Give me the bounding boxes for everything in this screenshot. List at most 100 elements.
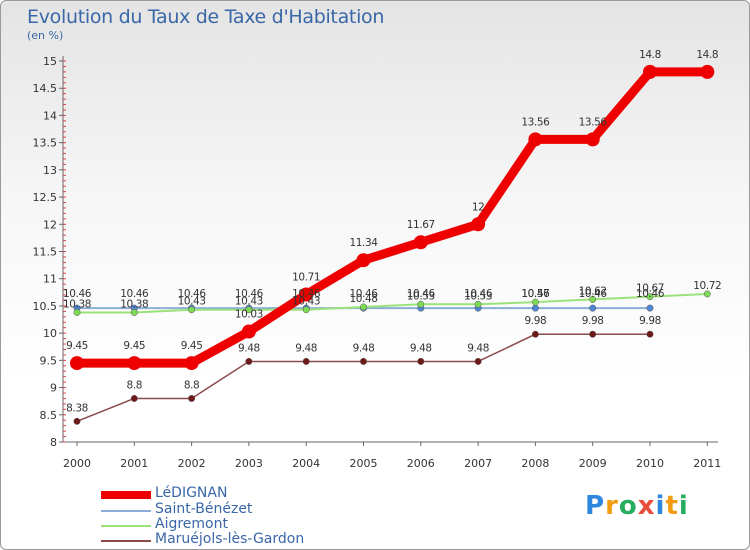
legend-label: LéDIGNAN	[155, 485, 228, 501]
data-point	[589, 304, 597, 312]
x-tick-label: 2000	[63, 457, 91, 470]
data-point	[413, 235, 428, 250]
data-label: 9.48	[410, 342, 432, 354]
data-point	[302, 306, 310, 314]
logo-letter: i	[655, 491, 666, 521]
data-point	[474, 357, 482, 365]
data-point	[417, 357, 425, 365]
data-label: 10.46	[579, 288, 608, 300]
logo-letter: o	[618, 491, 638, 521]
data-label: 10.48	[349, 293, 377, 305]
data-label: 10.53	[464, 290, 492, 302]
data-point	[245, 306, 253, 314]
data-label: 10.03	[235, 309, 263, 321]
logo-letter: x	[637, 491, 656, 521]
x-tick-label: 2008	[521, 457, 549, 470]
data-label: 9.98	[639, 315, 661, 327]
data-label: 10.46	[178, 288, 207, 300]
data-label: 10.46	[235, 288, 264, 300]
data-label: 13.56	[521, 116, 550, 128]
y-tick-label: 10.5	[33, 300, 58, 313]
data-point	[130, 395, 138, 402]
data-label: 10.46	[349, 288, 378, 300]
data-label: 10.43	[235, 296, 263, 308]
data-label: 14.8	[696, 49, 718, 61]
data-label: 10.71	[292, 271, 320, 283]
y-axis-unit: (en %)	[27, 29, 64, 42]
data-point	[589, 295, 597, 303]
data-label: 8.8	[184, 379, 200, 391]
data-label: 9.48	[467, 342, 489, 354]
legend-label: Saint-Bénézet	[155, 501, 253, 517]
y-tick-label: 14	[43, 109, 57, 122]
x-tick-label: 2006	[407, 457, 435, 470]
chart-title: Evolution du Taux de Taxe d'Habitation	[27, 6, 385, 28]
data-label: 11.67	[407, 219, 435, 231]
data-label: 14.8	[639, 49, 661, 61]
y-tick-label: 12	[43, 218, 57, 231]
data-label: 9.48	[238, 342, 260, 354]
data-point	[474, 300, 482, 308]
data-point	[703, 290, 711, 298]
data-point	[127, 356, 142, 371]
data-point	[471, 217, 486, 232]
data-label: 10.72	[693, 280, 721, 292]
data-point	[188, 395, 196, 402]
data-label: 10.38	[120, 298, 148, 310]
data-label: 10.46	[521, 288, 550, 300]
x-tick-label: 2005	[350, 457, 378, 470]
x-tick-label: 2001	[120, 457, 148, 470]
data-label: 10.57	[521, 288, 549, 300]
x-tick-label: 2010	[636, 457, 664, 470]
y-tick-label: 9	[50, 382, 57, 395]
data-label: 10.46	[63, 288, 92, 300]
x-tick-label: 2002	[178, 457, 206, 470]
x-tick-label: 2009	[579, 457, 607, 470]
data-point	[73, 309, 81, 316]
logo-letter: r	[605, 491, 619, 521]
data-label: 9.48	[295, 342, 317, 354]
logo-letter: i	[678, 491, 689, 521]
legend-swatch	[101, 540, 151, 542]
y-tick-label: 11.5	[33, 246, 58, 259]
y-tick-label: 13.5	[33, 137, 58, 150]
data-label: 10.62	[579, 285, 607, 297]
data-point	[646, 304, 654, 312]
y-tick-label: 10	[43, 327, 57, 340]
data-point	[184, 356, 199, 371]
data-label: 11.34	[349, 237, 378, 249]
data-point	[589, 330, 597, 338]
data-label: 9.45	[66, 340, 88, 352]
data-label: 10.46	[464, 288, 493, 300]
logo-letter: P	[585, 491, 606, 521]
data-point	[646, 293, 654, 301]
data-label: 8.38	[66, 402, 88, 414]
data-label: 10.46	[636, 288, 665, 300]
data-label: 10.46	[120, 288, 149, 300]
data-point	[646, 330, 654, 338]
legend-label: Aigremont	[155, 516, 228, 532]
data-point	[70, 356, 84, 371]
data-point	[585, 132, 600, 147]
data-point	[360, 303, 367, 311]
data-label: 13.56	[579, 116, 608, 128]
logo-letter: t	[665, 491, 679, 521]
y-tick-label: 8.5	[40, 409, 58, 422]
y-tick-label: 9.5	[40, 354, 58, 367]
data-label: 9.45	[181, 340, 203, 352]
y-tick-label: 14.5	[33, 82, 58, 95]
data-label: 12	[472, 201, 485, 213]
data-point	[241, 324, 256, 339]
data-point	[356, 253, 371, 268]
data-label: 10.46	[292, 288, 321, 300]
data-point	[531, 298, 539, 306]
x-tick-label: 2004	[292, 457, 320, 470]
data-label: 9.48	[353, 342, 375, 354]
data-point	[299, 287, 314, 302]
data-label: 9.45	[123, 340, 145, 352]
series-line	[72, 67, 712, 368]
legend-swatch	[101, 491, 151, 499]
legend-label: Maruéjols-lès-Gardon	[155, 531, 305, 547]
